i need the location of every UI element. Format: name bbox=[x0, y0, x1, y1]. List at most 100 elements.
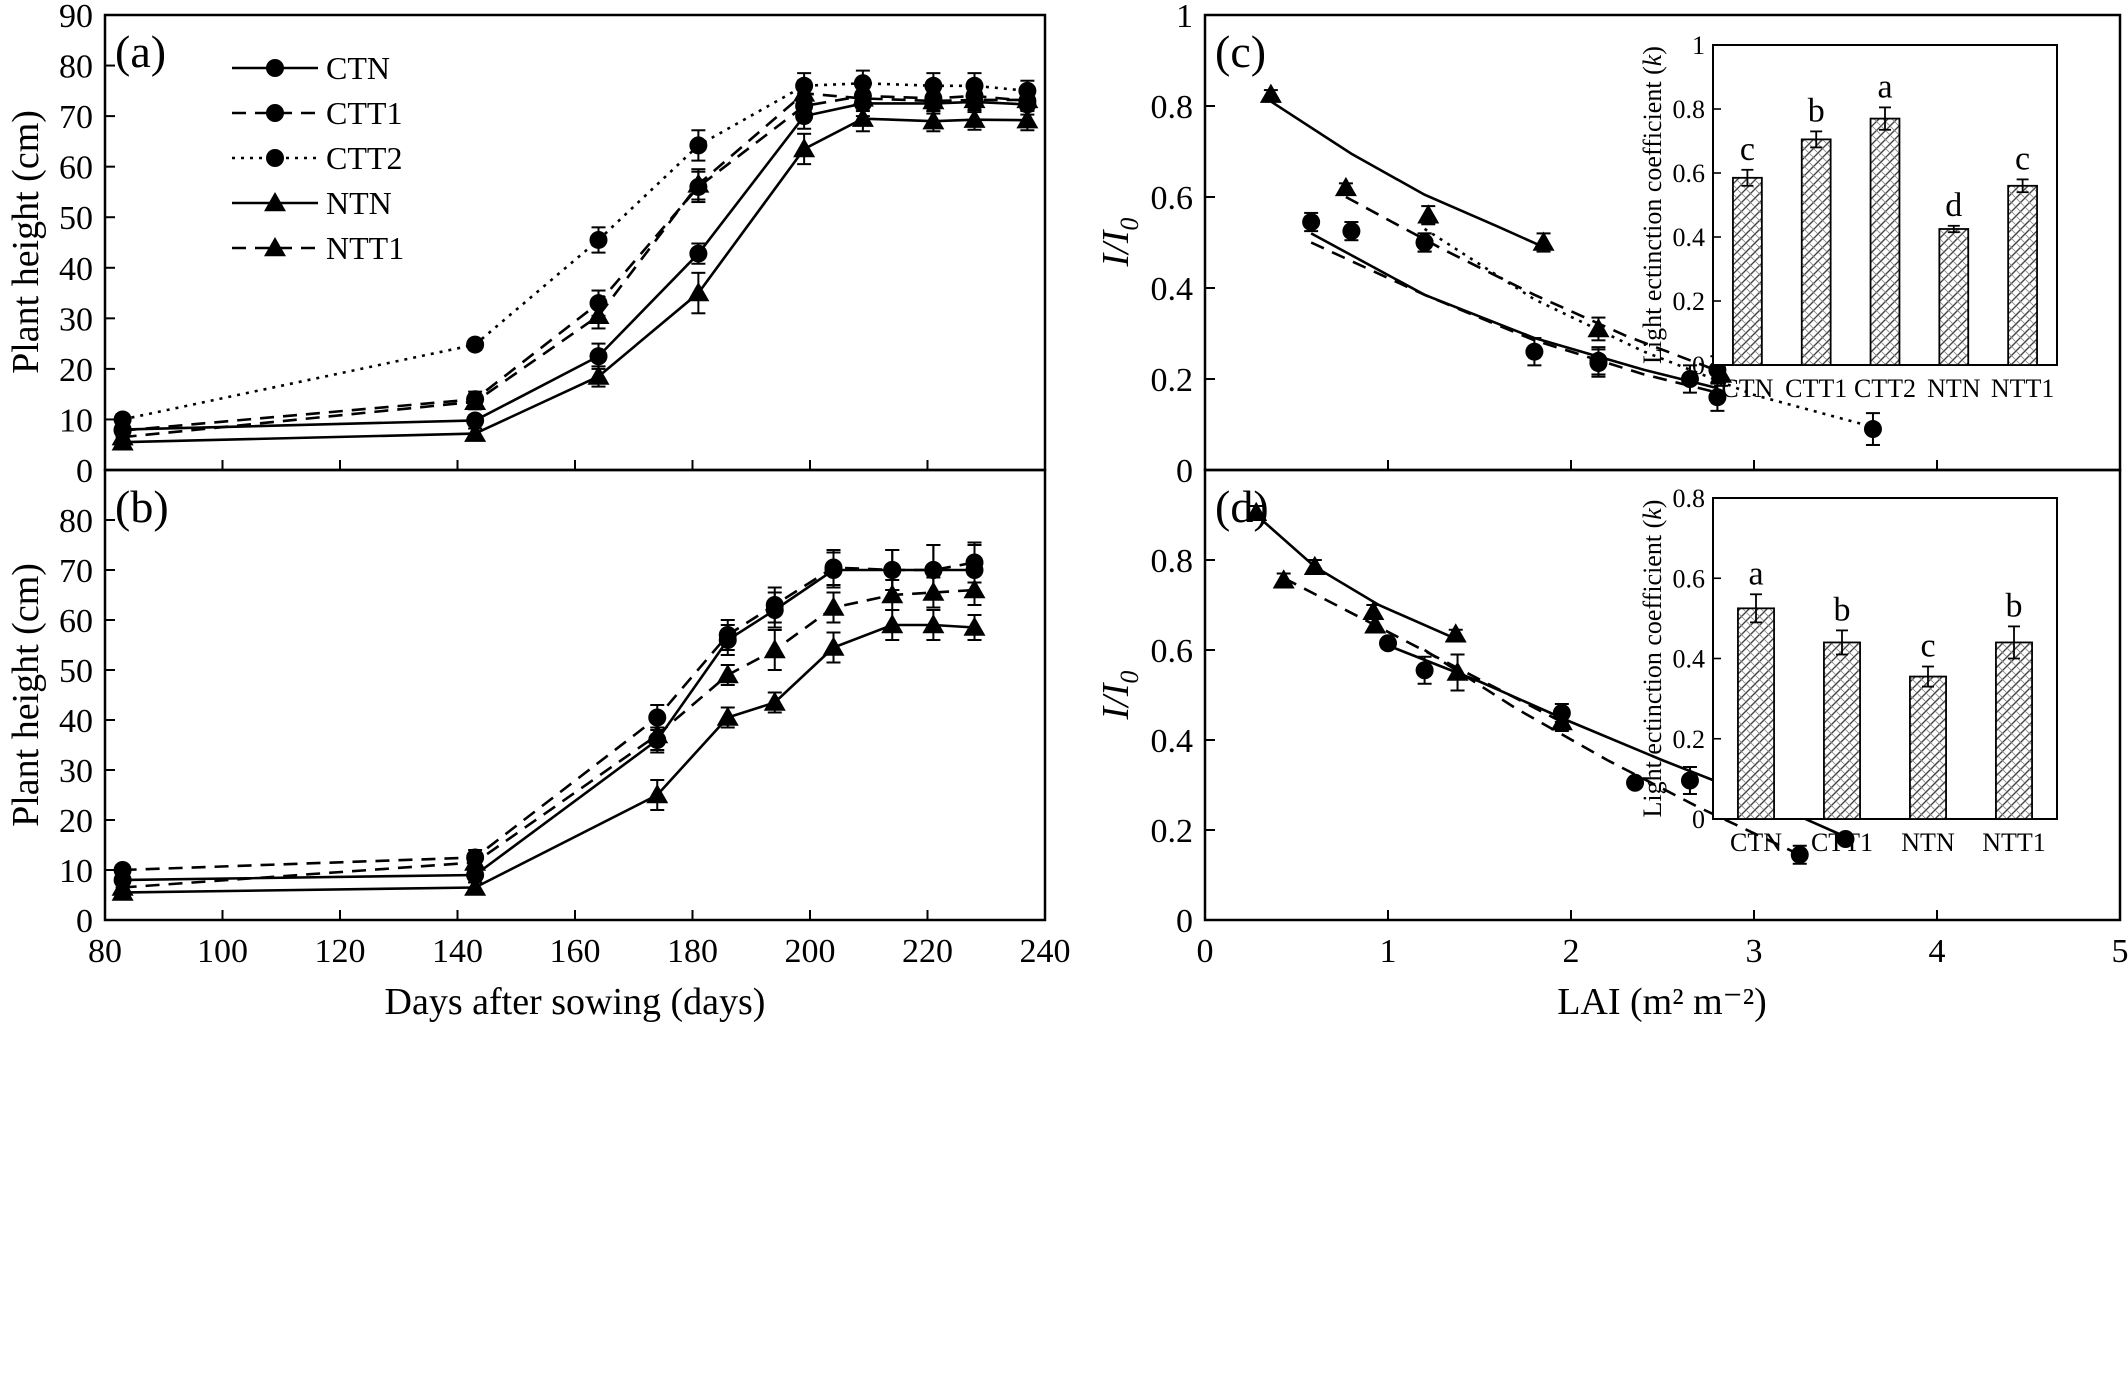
y-tick-label: 70 bbox=[59, 553, 93, 590]
data-point bbox=[922, 89, 945, 110]
y-tick-label: 40 bbox=[59, 251, 93, 288]
data-point bbox=[1589, 354, 1608, 373]
data-point bbox=[1680, 771, 1699, 790]
inset-bar bbox=[1909, 675, 1947, 820]
x-tick-label: 5 bbox=[2112, 933, 2128, 970]
panel-a: 0 10 20 30 40 50 60 70 80 90 (a) bbox=[59, 0, 1047, 490]
y-tick-label: 20 bbox=[59, 352, 93, 389]
x-tick-label: 240 bbox=[1020, 933, 1071, 970]
data-point bbox=[1587, 317, 1610, 338]
data-point bbox=[466, 335, 485, 354]
data-point bbox=[716, 664, 739, 684]
data-point bbox=[1415, 661, 1434, 680]
data-point bbox=[718, 626, 737, 644]
inset-category-label: CTT1 bbox=[1785, 374, 1847, 403]
series-NTN bbox=[1245, 501, 1467, 643]
series-line bbox=[122, 92, 1028, 439]
data-point bbox=[687, 173, 710, 193]
data-point bbox=[922, 110, 945, 130]
data-point bbox=[793, 137, 816, 158]
significance-letter: a bbox=[1877, 68, 1892, 105]
inset-y-tick-label: 0.4 bbox=[1673, 223, 1706, 252]
x-tick-label: 0 bbox=[1197, 933, 1214, 970]
data-point bbox=[822, 636, 845, 656]
y-tick-label: 0.6 bbox=[1151, 633, 1194, 670]
x-axis-label: Days after sowing (days) bbox=[385, 981, 766, 1023]
data-point bbox=[111, 426, 134, 446]
legend-label: NTN bbox=[326, 185, 392, 221]
inset-y-tick-label: 0.4 bbox=[1673, 645, 1706, 674]
inset-bar bbox=[1869, 117, 1901, 366]
inset-bar bbox=[1938, 228, 1970, 366]
fit-curve bbox=[1423, 648, 1801, 856]
inset-y-tick-label: 0.6 bbox=[1673, 564, 1706, 593]
y-tick-label: 80 bbox=[59, 49, 93, 86]
data-point bbox=[1532, 231, 1555, 251]
y-tick-label: 0.6 bbox=[1151, 180, 1194, 217]
y-tick-label: 0 bbox=[1176, 903, 1193, 940]
x-tick-label: 4 bbox=[1929, 933, 1946, 970]
inset-bar bbox=[1732, 176, 1763, 366]
series-line bbox=[122, 568, 975, 882]
data-point bbox=[1364, 614, 1387, 634]
fit-curve bbox=[1345, 195, 1722, 374]
data-point bbox=[464, 851, 487, 871]
y-tick-label: 50 bbox=[59, 653, 93, 690]
data-point bbox=[1016, 88, 1039, 109]
data-point bbox=[589, 347, 608, 366]
panel-c: 0 0.2 0.4 0.6 0.8 1 (c) bbox=[1151, 0, 2122, 490]
series-NTN bbox=[111, 609, 986, 901]
x-tick-label: 120 bbox=[315, 933, 366, 970]
y-tick-label: 50 bbox=[59, 200, 93, 237]
x-tick-label: 200 bbox=[785, 933, 836, 970]
inset-bar bbox=[2007, 184, 2038, 366]
x-tick-label: 100 bbox=[197, 933, 248, 970]
series-line bbox=[122, 117, 1028, 444]
y-tick-label: 10 bbox=[59, 853, 93, 890]
data-point bbox=[793, 82, 816, 102]
data-point bbox=[853, 74, 872, 93]
inset-bar bbox=[1995, 641, 2033, 820]
inset-category-label: CTT2 bbox=[1854, 374, 1916, 403]
data-point bbox=[113, 861, 132, 879]
data-point bbox=[1303, 555, 1326, 575]
data-point bbox=[464, 876, 487, 896]
series-line bbox=[122, 100, 1028, 431]
data-point bbox=[1302, 213, 1321, 232]
panel-label: (a) bbox=[115, 26, 166, 77]
series-NTT1 bbox=[111, 79, 1039, 446]
legend-label: CTN bbox=[326, 50, 390, 86]
series-line bbox=[122, 588, 975, 889]
inset-category-label: CTT1 bbox=[1811, 828, 1873, 857]
inset-bar-chart: 0 0.2 0.4 0.6 0.8 a CTN b CTT1 c NTN b NTT1 Light ect… bbox=[1638, 484, 2058, 857]
inset-bar-chart: 0 0.2 0.4 0.6 0.8 1 c CTN b CTT1 a CTT2 d NTN c NTT1 Lig… bbox=[1638, 31, 2058, 403]
data-point bbox=[587, 304, 610, 325]
data-point bbox=[883, 561, 902, 579]
y-tick-label: 0 bbox=[1176, 453, 1193, 490]
data-point bbox=[1334, 176, 1357, 197]
data-point bbox=[851, 107, 874, 127]
inset-category-label: CTN bbox=[1730, 828, 1782, 857]
data-point bbox=[963, 616, 986, 636]
data-point bbox=[1444, 623, 1467, 643]
y-tick-label: 30 bbox=[59, 753, 93, 790]
inset-bar bbox=[1823, 641, 1861, 820]
x-tick-label: 1 bbox=[1380, 933, 1397, 970]
data-point bbox=[1245, 501, 1268, 521]
panel-label: (c) bbox=[1215, 26, 1266, 77]
plot-frame bbox=[103, 468, 1047, 922]
y-tick-label: 0.8 bbox=[1151, 89, 1194, 126]
data-point bbox=[689, 136, 708, 155]
y-tick-label: 20 bbox=[59, 803, 93, 840]
inset-y-tick-label: 0.6 bbox=[1673, 159, 1706, 188]
data-point bbox=[763, 691, 786, 711]
inset-y-tick-label: 0.2 bbox=[1673, 287, 1706, 316]
y-tick-label: 0.2 bbox=[1151, 362, 1194, 399]
y-tick-label: 0.2 bbox=[1151, 813, 1194, 850]
fit-curve bbox=[1283, 576, 1563, 724]
data-point bbox=[965, 553, 984, 572]
legend-label: NTT1 bbox=[326, 230, 404, 266]
y-tick-label: 40 bbox=[59, 703, 93, 740]
plot-frame bbox=[103, 13, 1047, 472]
significance-letter: b bbox=[1834, 591, 1851, 628]
